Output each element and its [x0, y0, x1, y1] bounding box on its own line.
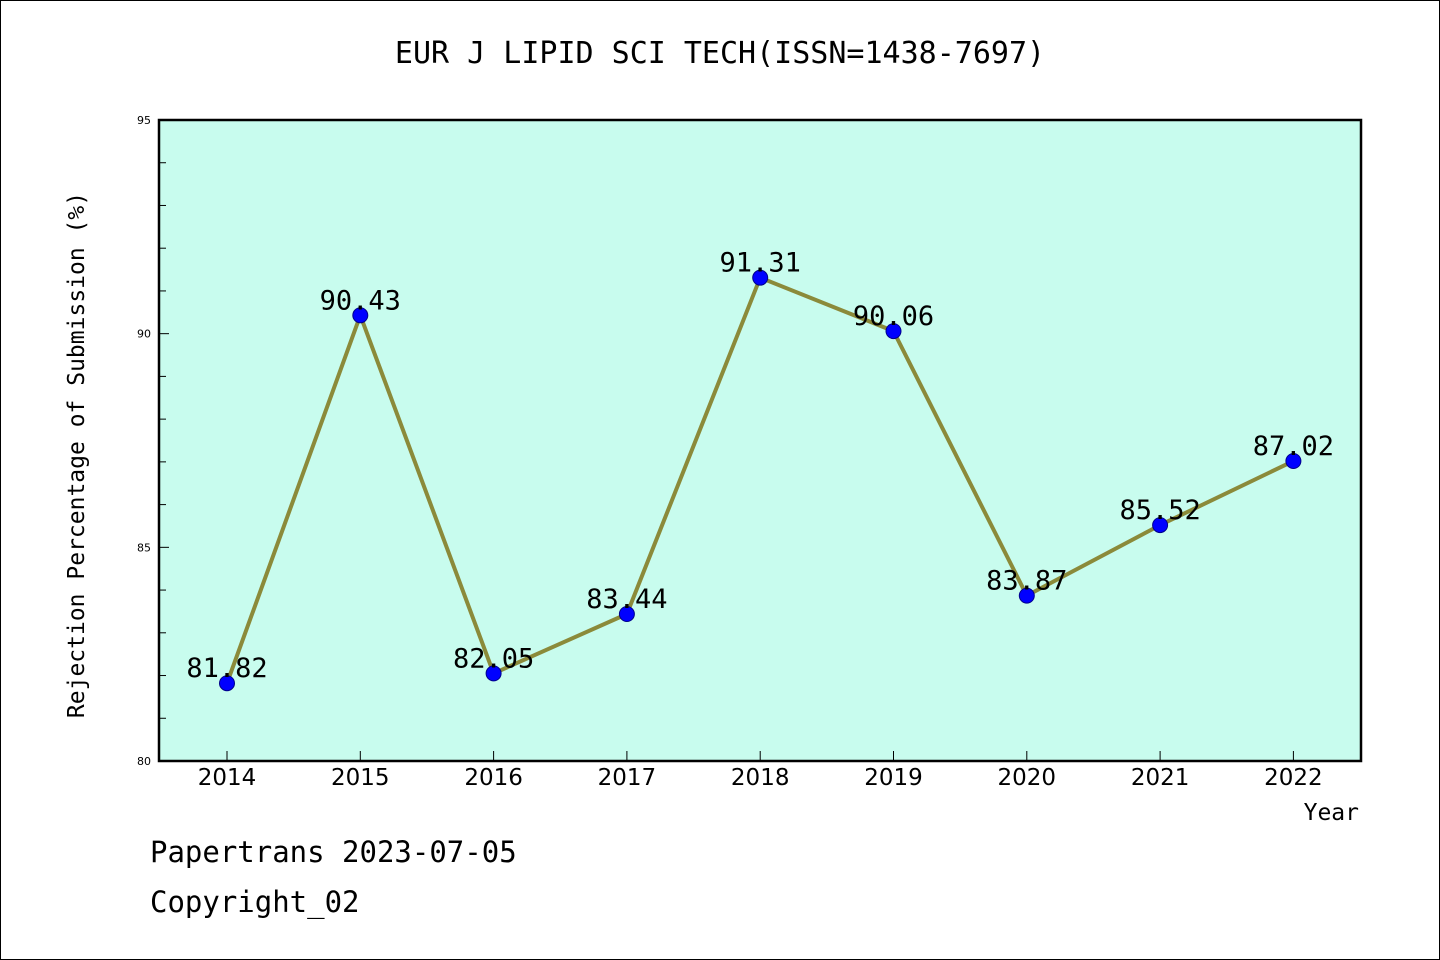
x-axis-label: Year: [1304, 800, 1359, 826]
plot-area: [157, 118, 1363, 763]
x-tick-label: 2019: [864, 765, 923, 791]
data-point: [1152, 517, 1169, 534]
data-point: [1285, 453, 1302, 470]
data-label: 83.44: [586, 584, 667, 615]
x-tick-label: 2018: [731, 765, 790, 791]
data-label: 82.05: [453, 643, 534, 674]
data-point: [885, 323, 902, 340]
footer-copyright: Copyright_02: [150, 885, 360, 919]
x-tick-label: 2015: [331, 765, 390, 791]
x-tick-label: 2022: [1264, 765, 1323, 791]
data-label: 83.87: [986, 566, 1067, 597]
data-label: 87.02: [1253, 431, 1334, 462]
y-tick-label: 90: [137, 328, 151, 341]
x-tick-label: 2014: [198, 765, 257, 791]
x-tick-label: 2016: [464, 765, 523, 791]
y-axis-label: Rejection Percentage of Submission (%): [64, 192, 90, 718]
x-tick-label: 2017: [598, 765, 657, 791]
x-tick-label: 2020: [998, 765, 1057, 791]
footer-date: Papertrans 2023-07-05: [150, 835, 517, 869]
x-tick-label: 2021: [1131, 765, 1190, 791]
data-label: 91.31: [720, 248, 801, 279]
y-tick-label: 80: [137, 755, 151, 768]
chart-title: EUR J LIPID SCI TECH(ISSN=1438-7697): [394, 36, 1046, 71]
data-label: 90.43: [320, 285, 401, 316]
data-label: 81.82: [186, 653, 267, 684]
y-tick-label: 85: [137, 541, 151, 554]
data-label: 85.52: [1119, 495, 1200, 526]
data-point: [352, 307, 369, 324]
data-point: [219, 675, 235, 692]
y-tick-label: 95: [137, 114, 151, 127]
data-point: [618, 605, 635, 622]
data-point: [1018, 587, 1035, 604]
data-point: [485, 665, 502, 682]
data-label: 90.06: [853, 301, 934, 332]
data-point: [752, 269, 769, 286]
